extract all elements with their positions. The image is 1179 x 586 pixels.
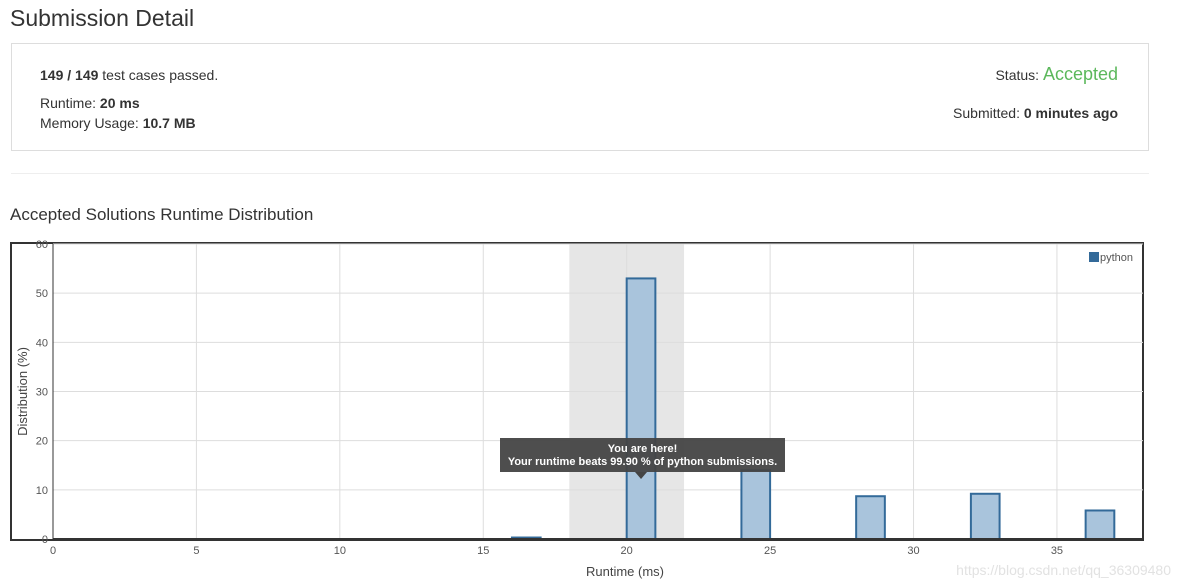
cases-total: 149 — [75, 67, 99, 83]
y-axis-label: Distribution (%) — [15, 347, 30, 436]
y-tick-label: 50 — [36, 288, 48, 300]
x-axis-label: Runtime (ms) — [586, 564, 664, 579]
watermark: https://blog.csdn.net/qq_36309480 — [956, 562, 1171, 578]
test-cases-line: 149 / 149 test cases passed. — [40, 67, 218, 83]
x-tick-label: 35 — [1051, 545, 1063, 557]
memory-line: Memory Usage: 10.7 MB — [40, 115, 196, 131]
x-tick-label: 20 — [621, 545, 633, 557]
memory-value: 10.7 MB — [142, 115, 196, 131]
legend-swatch — [1089, 252, 1099, 262]
cases-passed: 149 — [40, 67, 64, 83]
x-tick-label: 10 — [334, 545, 346, 557]
distribution-bar — [855, 495, 886, 541]
distribution-bar — [1084, 509, 1116, 541]
distribution-bar — [740, 469, 772, 541]
cases-separator: / — [63, 67, 76, 83]
x-tick-label: 5 — [193, 545, 199, 557]
runtime-value: 20 ms — [99, 95, 140, 111]
status-line: Status: Accepted — [995, 64, 1118, 85]
y-tick-label: 60 — [36, 239, 48, 251]
tooltip-title: You are here! — [608, 443, 678, 455]
x-tick-label: 30 — [907, 545, 919, 557]
page-title: Submission Detail — [10, 5, 195, 31]
divider — [11, 173, 1149, 174]
submitted-label: Submitted: — [953, 105, 1024, 121]
x-tick-label: 15 — [477, 545, 489, 557]
distribution-bar — [625, 277, 657, 541]
distribution-bar — [969, 492, 1001, 540]
y-tick-label: 10 — [36, 485, 48, 497]
submitted-value: 0 minutes ago — [1023, 105, 1118, 121]
status-value[interactable]: Accepted — [1042, 64, 1118, 84]
x-tick-label: 25 — [764, 545, 776, 557]
y-tick-label: 20 — [36, 436, 48, 448]
cases-suffix: test cases passed. — [98, 67, 219, 83]
runtime-label: Runtime: — [40, 95, 100, 111]
submitted-line: Submitted: 0 minutes ago — [953, 105, 1118, 121]
x-tick-label: 0 — [50, 545, 56, 557]
legend-label: python — [1100, 252, 1133, 264]
runtime-distribution-chart: 0 10 20 30 40 50 60 0 5 10 15 20 25 30 35 Runtime (ms) D… — [10, 239, 1144, 579]
runtime-line: Runtime: 20 ms — [40, 95, 140, 111]
y-tick-label: 30 — [36, 387, 48, 399]
tooltip-box — [500, 438, 785, 472]
submission-summary-panel: 149 / 149 test cases passed. Runtime: 20… — [11, 43, 1149, 151]
section-title: Accepted Solutions Runtime Distribution — [10, 205, 314, 224]
status-label: Status: — [995, 67, 1043, 83]
memory-label: Memory Usage: — [40, 115, 143, 131]
y-tick-label: 0 — [42, 534, 48, 546]
y-tick-label: 40 — [36, 337, 48, 349]
tooltip-arrow — [635, 472, 648, 479]
tooltip-text: Your runtime beats 99.90 % of python sub… — [508, 456, 777, 468]
